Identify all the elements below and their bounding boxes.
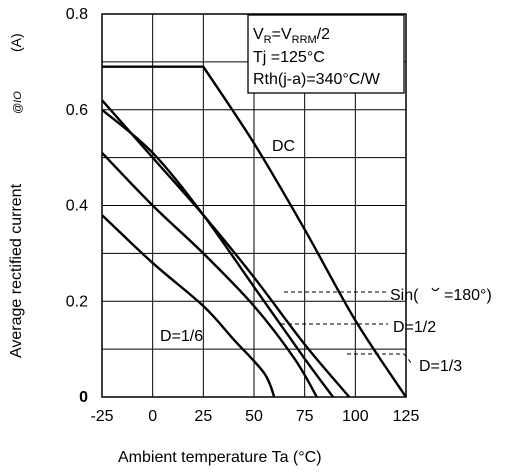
curve-2 [101, 108, 335, 398]
y-axis-title: Average rectified current [8, 183, 25, 358]
condition-rth: Rth(j-a)=340°C/W [253, 71, 381, 88]
curve-3 [101, 152, 318, 398]
curve-1 [101, 99, 351, 398]
y-tick-label: 0.2 [66, 293, 88, 310]
y-tick-labels: 0 0.2 0.4 0.6 0.8 [66, 6, 88, 406]
label-dc: DC [272, 138, 295, 155]
x-tick-labels: -25 0 25 50 75 100 125 [90, 408, 419, 425]
x-tick-label: 75 [296, 408, 314, 425]
conditions-box [247, 14, 405, 94]
curve-4 [101, 214, 276, 398]
label-sin: Sin( [390, 287, 419, 304]
label-d-half: D=1/2 [393, 319, 436, 336]
condition-tj: Tj =125°C [253, 49, 325, 66]
x-tick-label: 25 [194, 408, 212, 425]
curves [101, 65, 408, 398]
y-axis-symbol: @IO [12, 91, 24, 114]
leader-line [403, 353, 413, 365]
y-tick-label: 0.8 [66, 6, 88, 23]
x-tick-label: 0 [148, 408, 157, 425]
label-d-sixth: D=1/6 [160, 328, 203, 345]
label-leaders [281, 291, 413, 365]
condition-vr: VR=VRRM/2 [253, 26, 330, 46]
x-tick-label: 125 [393, 408, 420, 425]
x-tick-label: 50 [245, 408, 263, 425]
theta-glyph [431, 287, 440, 292]
x-tick-label: -25 [90, 408, 113, 425]
label-d-third: D=1/3 [419, 358, 462, 375]
label-sin-end: =180°) [444, 287, 492, 304]
y-tick-label: 0.6 [66, 102, 88, 119]
y-axis-unit: (A) [8, 33, 24, 52]
curve-0 [102, 65, 408, 398]
plot-frame [101, 13, 407, 398]
y-tick-label: 0 [79, 389, 88, 406]
x-axis-title: Ambient temperature Ta (°C) [118, 449, 322, 466]
y-tick-label: 0.4 [66, 198, 88, 215]
x-tick-label: 100 [342, 408, 369, 425]
